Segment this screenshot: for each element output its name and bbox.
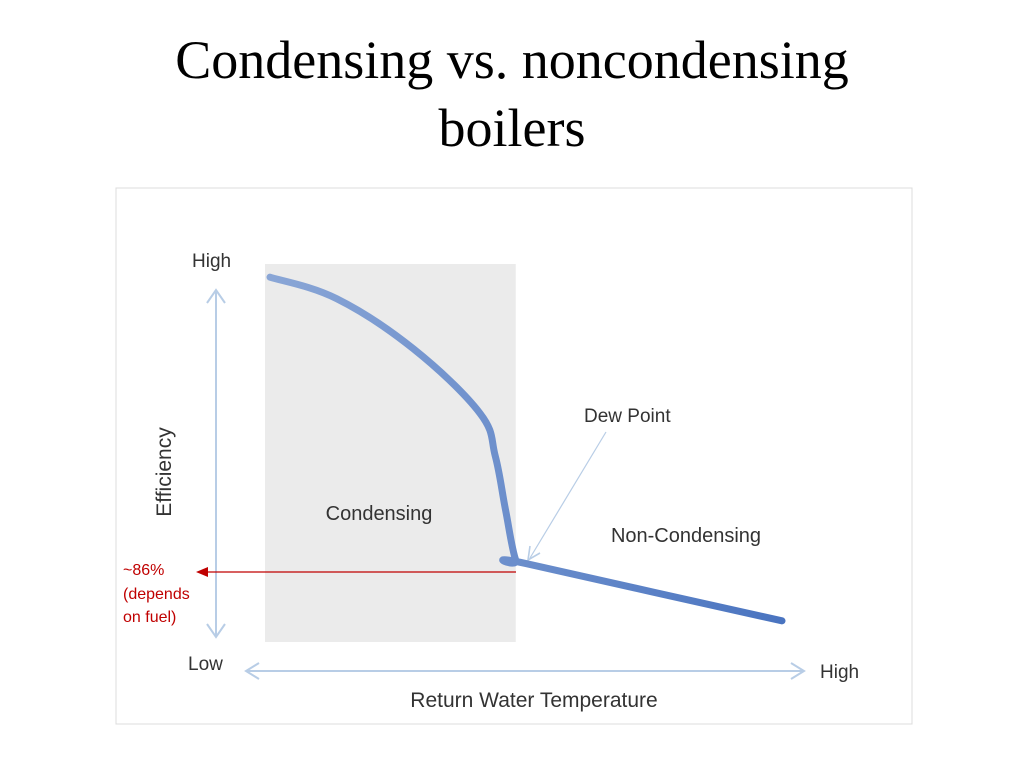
condensing-region [265,264,516,642]
dew-point-arrowhead [526,545,541,562]
y-axis-label: Efficiency [153,427,176,517]
y-axis-arrow [206,288,226,639]
efficiency-note-line1: ~86% [123,562,164,579]
efficiency-note-line3: on fuel) [123,609,176,626]
efficiency-reference-arrow [196,567,516,577]
dew-point-label: Dew Point [584,406,671,427]
slide-title: Condensing vs. noncondensing boilers [0,26,1024,162]
efficiency-curve [266,273,786,625]
dew-point-pointer [529,431,607,559]
efficiency-note-line2: (depends [123,586,190,603]
condensing-label: Condensing [326,503,433,525]
x-axis-label: Return Water Temperature [410,689,657,712]
y-tick-high: High [192,251,231,272]
slide-title-line1: Condensing vs. noncondensing [175,30,849,90]
non-condensing-label: Non-Condensing [611,525,761,547]
slide-title-line2: boilers [438,98,586,158]
x-tick-low: Low [188,654,223,675]
x-axis-arrow [244,662,806,680]
x-tick-high: High [820,662,859,683]
